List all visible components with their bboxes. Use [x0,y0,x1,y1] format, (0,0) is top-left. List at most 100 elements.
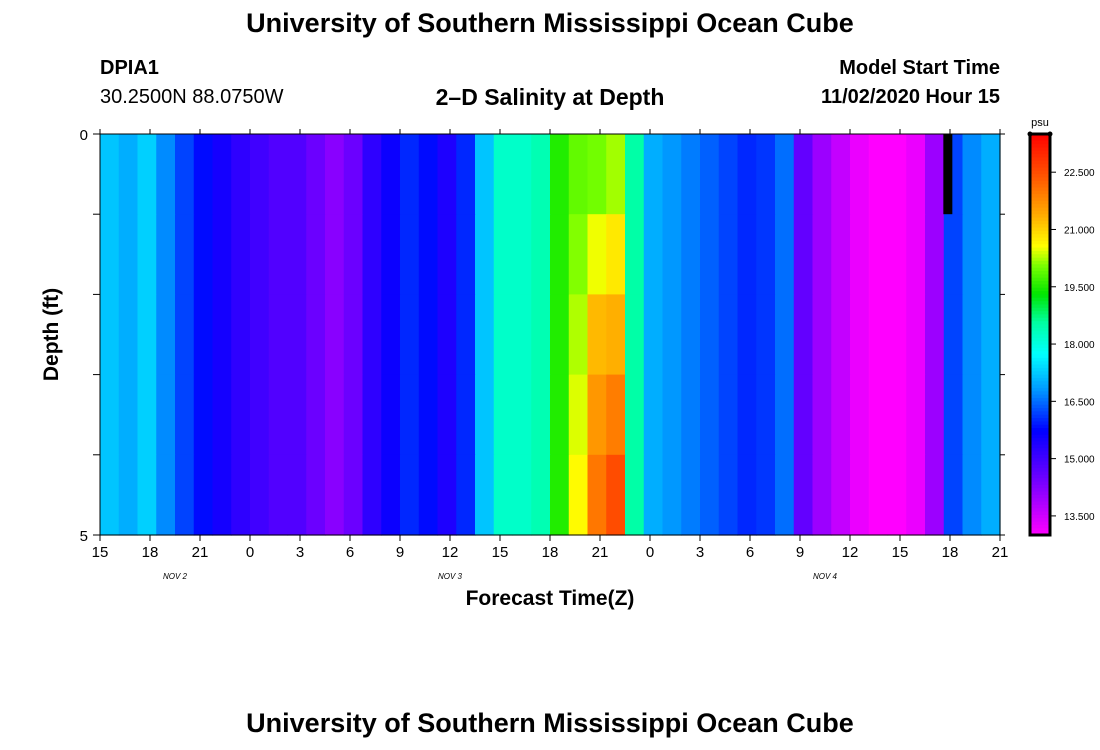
salinity-cell [943,454,964,536]
x-tick-label: 21 [992,544,1009,561]
salinity-cell [793,214,814,295]
colorbar-segment [1030,438,1050,443]
salinity-cell [812,454,832,536]
salinity-cell [437,454,457,536]
footer-title: University of Southern Mississippi Ocean… [246,708,854,738]
salinity-cell [681,134,701,215]
y-tick-label: 0 [80,127,88,144]
x-tick-label: 15 [892,544,909,561]
x-tick-label: 3 [296,544,304,561]
colorbar-segment [1030,204,1050,209]
salinity-cell [156,214,176,295]
salinity-cell [212,294,232,376]
salinity-cell [662,214,682,295]
colorbar-tick-label: 16.500 [1064,397,1095,408]
salinity-cell [587,134,607,215]
salinity-cell [831,294,851,376]
salinity-cell [962,214,982,295]
salinity-cell [681,374,701,456]
salinity-cell [737,454,757,536]
salinity-cell [775,294,795,376]
salinity-cell [362,294,382,376]
salinity-cell [700,134,720,215]
colorbar-segment [1030,391,1050,396]
salinity-cell [512,294,532,376]
colorbar-segment [1030,257,1050,262]
salinity-cell [287,294,307,376]
salinity-cell [175,374,195,456]
salinity-cell [287,134,307,215]
salinity-cell [700,214,720,295]
salinity-cell [493,214,514,295]
colorbar-segment [1030,321,1050,326]
colorbar-unit-label: psu [1031,117,1049,129]
colorbar-segment [1030,297,1050,302]
salinity-cell [437,374,457,456]
salinity-cell [175,294,195,376]
salinity-cell [287,374,307,456]
salinity-cell [606,454,626,536]
salinity-cell [343,374,364,456]
colorbar-segment [1030,274,1050,279]
salinity-cell [550,214,570,295]
colorbar-segment [1030,351,1050,356]
salinity-cell [268,454,289,536]
x-tick-label: 0 [246,544,254,561]
salinity-cell [475,134,495,215]
colorbar-segment [1030,227,1050,232]
salinity-cell [887,454,907,536]
colorbar-segment [1030,434,1050,439]
salinity-cell [868,374,889,456]
colorbar-segment [1030,374,1050,379]
salinity-cell [662,294,682,376]
colorbar-segment [1030,224,1050,229]
salinity-cell [718,294,739,376]
colorbar-segment [1030,230,1050,235]
colorbar-tick-label: 18.000 [1064,340,1095,351]
colorbar-segment [1030,344,1050,349]
colorbar-corner-dot [1027,131,1033,137]
salinity-cell [231,214,251,295]
salinity-cell [568,214,589,295]
colorbar-segment [1030,481,1050,486]
salinity-cell [212,134,232,215]
colorbar-segment [1030,411,1050,416]
salinity-cell [943,214,964,295]
salinity-cell [643,454,664,536]
salinity-cell [118,374,139,456]
colorbar-segment [1030,441,1050,446]
colorbar-segment [1030,190,1050,195]
colorbar-segment [1030,301,1050,306]
salinity-cell [250,214,270,295]
salinity-cell [212,214,232,295]
colorbar-segment [1030,491,1050,496]
colorbar-segment [1030,234,1050,239]
date-label: NOV 3 [438,572,463,581]
colorbar-segment [1030,327,1050,332]
colorbar-segment [1030,194,1050,199]
salinity-cell [662,134,682,215]
salinity-cell [381,294,401,376]
model-start-label: Model Start Time [839,57,1000,79]
salinity-cell [962,374,982,456]
colorbar-segment [1030,331,1050,336]
salinity-cell [137,454,157,536]
colorbar-segment [1030,134,1050,138]
colorbar-segment [1030,314,1050,319]
colorbar-segment [1030,444,1050,449]
colorbar-segment [1030,384,1050,389]
salinity-cell [793,134,814,215]
salinity-cell [737,294,757,376]
salinity-cell [362,214,382,295]
y-tick-label: 5 [80,528,88,545]
salinity-cell [868,294,889,376]
salinity-cell [831,454,851,536]
colorbar-segment [1030,260,1050,265]
salinity-cell [943,374,964,456]
salinity-cell [512,374,532,456]
salinity-cell [662,454,682,536]
colorbar-segment [1030,294,1050,299]
colorbar-segment [1030,174,1050,179]
colorbar-segment [1030,180,1050,185]
salinity-cell [906,294,926,376]
